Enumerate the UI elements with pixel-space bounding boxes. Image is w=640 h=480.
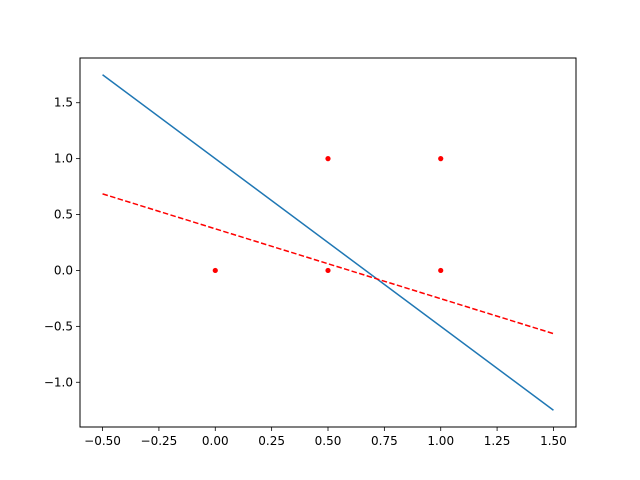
scatter-point-1 xyxy=(212,267,218,274)
y-axis-ticks: −1.0 −0.5 0.0 0.5 1.0 1.5 xyxy=(44,96,80,389)
scatter-point-3 xyxy=(325,156,331,162)
x-tick-label: 0.00 xyxy=(202,434,229,448)
x-tick-label: 1.25 xyxy=(484,434,511,448)
y-tick-label: 1.5 xyxy=(54,96,73,110)
x-tick-label: 1.00 xyxy=(427,434,454,448)
scatter-point-4 xyxy=(438,267,444,274)
x-tick-label: −0.50 xyxy=(84,434,121,448)
y-tick-label: 0.0 xyxy=(54,263,73,277)
x-tick-label: 0.75 xyxy=(371,434,398,448)
x-axis-ticks: −0.50 −0.25 0.00 0.25 0.50 0.75 1.00 1.25 1.50 xyxy=(84,427,567,448)
scatter-point-2 xyxy=(325,267,331,274)
y-tick-label: −0.5 xyxy=(44,319,73,333)
y-tick-label: 1.0 xyxy=(54,152,73,166)
plot-area xyxy=(102,74,554,411)
y-tick-label: −1.0 xyxy=(44,375,73,389)
scatter-point-5 xyxy=(438,156,444,162)
solid-line-series xyxy=(102,74,554,411)
x-tick-label: 0.50 xyxy=(315,434,342,448)
y-tick-label: 0.5 xyxy=(54,208,73,222)
axes-frame xyxy=(79,57,577,428)
x-tick-label: 0.25 xyxy=(258,434,285,448)
x-tick-label: 1.50 xyxy=(540,434,567,448)
x-tick-label: −0.25 xyxy=(141,434,178,448)
